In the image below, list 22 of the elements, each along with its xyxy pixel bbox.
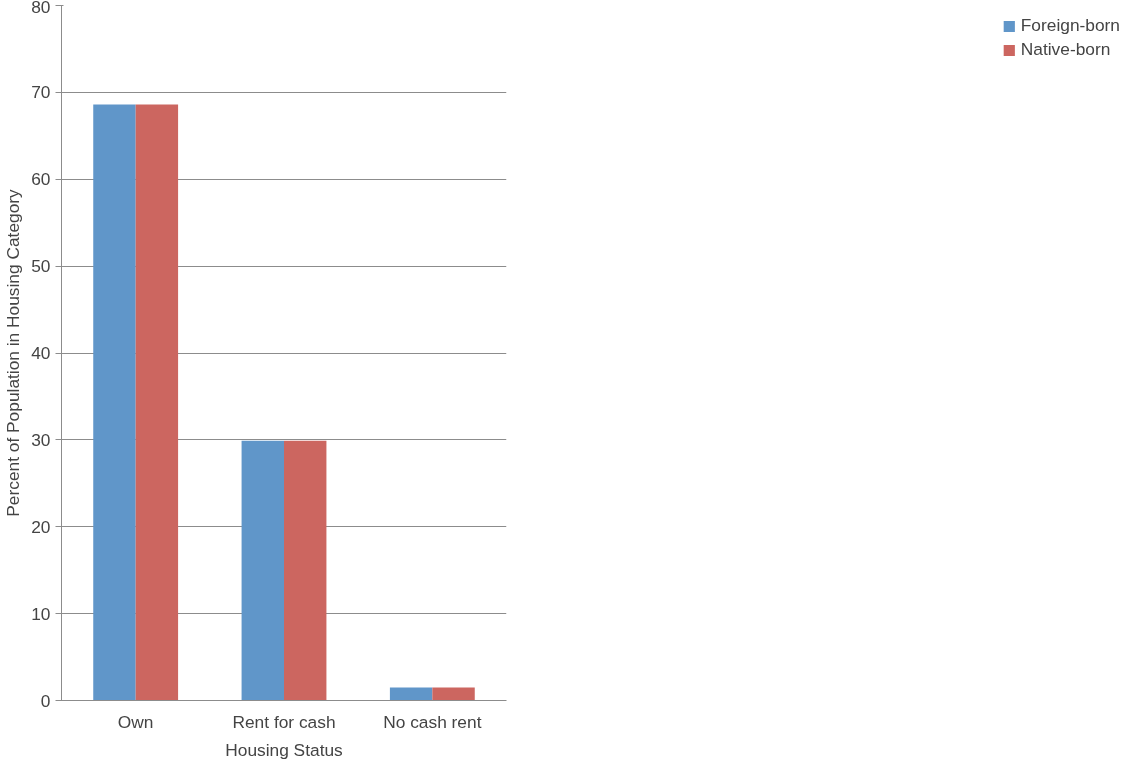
y-tick-label: 70 — [31, 82, 51, 103]
y-tick-label: 0 — [40, 690, 51, 711]
x-tick-label: Own — [117, 711, 154, 732]
y-tick-label: 60 — [31, 169, 51, 190]
legend-label: Native-born — [1020, 39, 1111, 60]
y-axis-title: Percent of Population in Housing Category — [3, 188, 24, 517]
x-axis-title: Housing Status — [225, 739, 344, 760]
bar — [284, 440, 327, 701]
legend-label: Foreign-born — [1020, 15, 1120, 36]
y-tick-label: 10 — [31, 603, 51, 624]
bar — [432, 687, 475, 701]
y-tick-label: 50 — [31, 256, 51, 277]
y-tick-label: 20 — [31, 516, 51, 537]
x-tick-label: No cash rent — [383, 711, 482, 732]
y-tick-label: 30 — [31, 429, 51, 450]
y-tick-label: 80 — [31, 0, 51, 17]
y-tick-label: 40 — [31, 343, 51, 363]
bar — [241, 440, 284, 701]
bar — [389, 687, 433, 701]
x-tick-label: Rent for cash — [232, 711, 336, 732]
bar — [93, 104, 136, 701]
bar — [135, 104, 179, 701]
